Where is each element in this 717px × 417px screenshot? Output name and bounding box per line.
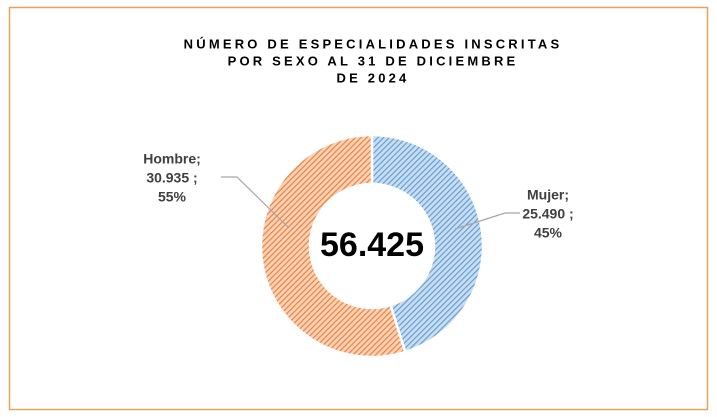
data-label: 45% — [534, 225, 563, 241]
chart-title: NÚMERO DE ESPECIALIDADES INSCRITAS — [184, 36, 563, 51]
data-label: Hombre; — [143, 151, 201, 167]
data-label: 30.935 ; — [146, 170, 197, 186]
leader-line — [221, 176, 290, 229]
leader-line — [454, 212, 520, 230]
chart-title: POR SEXO AL 31 DE DICIEMBRE — [228, 53, 519, 68]
data-label: 55% — [158, 189, 187, 205]
donut-slice — [370, 133, 485, 354]
chart-title: DE 2024 — [337, 70, 410, 85]
data-label: 25.490 ; — [522, 206, 573, 222]
donut-slice — [259, 133, 407, 359]
data-label: Mujer; — [527, 187, 569, 203]
center-total: 56.425 — [320, 226, 424, 264]
